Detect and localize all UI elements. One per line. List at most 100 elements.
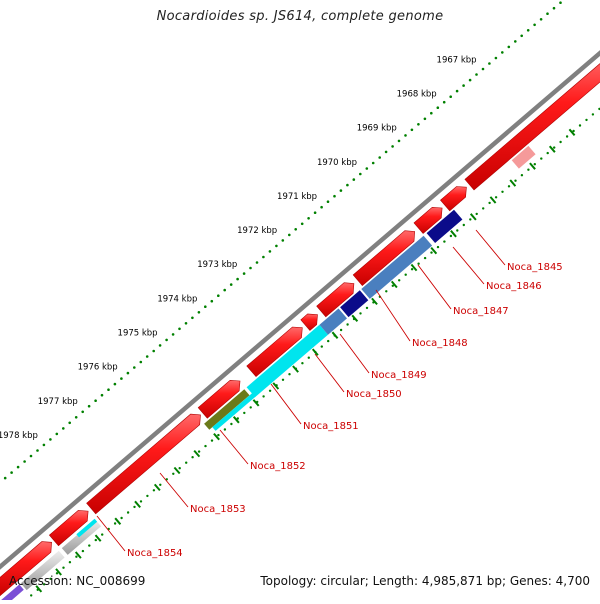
inner-track-dot	[178, 467, 181, 470]
inner-track-tick	[469, 213, 477, 221]
ruler-dot	[559, 1, 562, 4]
inner-track-dot	[430, 251, 433, 254]
ruler-dot	[371, 161, 375, 165]
ruler-dot	[533, 23, 536, 27]
ruler-dot	[346, 183, 349, 187]
gene-label: Noca_1851	[303, 421, 359, 432]
inner-track-tick	[568, 128, 576, 136]
ruler-dot	[3, 476, 7, 480]
inner-track-dot	[94, 538, 98, 542]
inner-track-tick	[311, 348, 319, 356]
ruler-dot	[145, 355, 149, 358]
inner-track-dot	[585, 118, 588, 122]
inner-track-tick	[252, 399, 260, 407]
navy-feature	[426, 209, 463, 243]
ruler-dot	[404, 134, 407, 137]
ruler-dot	[10, 471, 13, 474]
inner-track-tick	[292, 365, 299, 373]
inner-track-dot	[68, 561, 72, 564]
gene-labels-layer: Noca_1845 Noca_1846 Noca_1847 Noca_1848 Noca…	[96, 229, 563, 559]
inner-track-tick	[351, 314, 359, 322]
ruler-dot	[197, 311, 201, 314]
ruler-dot	[223, 288, 226, 292]
gene-label: Noca_1848	[412, 338, 468, 349]
ruler-dot	[507, 45, 511, 49]
ruler-dot	[300, 222, 304, 226]
ruler-dot	[68, 421, 71, 425]
ruler-dot	[126, 371, 130, 375]
inner-track-tick	[410, 263, 418, 272]
ruler-dot	[320, 205, 323, 209]
inner-track-dot	[42, 583, 46, 586]
inner-track-dot	[410, 268, 414, 271]
ruler-dot	[410, 128, 414, 132]
ruler-dot	[449, 95, 453, 98]
ruler-dot	[242, 272, 246, 275]
inner-track-tick	[509, 179, 517, 187]
ruler-label: 1970 kbp	[317, 158, 357, 168]
inner-track-dot	[553, 146, 556, 149]
ruler-dot	[275, 244, 278, 248]
inner-track-dot	[546, 151, 549, 155]
ruler-dot	[384, 150, 388, 154]
ruler-dot	[94, 399, 97, 403]
inner-track-dot	[475, 212, 478, 216]
ruler-dot	[204, 305, 207, 309]
inner-track-dot	[494, 196, 498, 199]
inner-track-tick	[272, 382, 280, 390]
inner-track-dot	[133, 505, 136, 509]
inner-track-dot	[159, 483, 162, 486]
inner-track-tick	[35, 585, 43, 593]
ruler-dot	[139, 360, 143, 364]
ruler-dot	[481, 67, 485, 71]
gene-label: Noca_1850	[346, 389, 402, 400]
inner-track-dot	[443, 240, 446, 243]
ruler-label: 1978 kbp	[0, 431, 38, 441]
inner-track-dot	[320, 345, 323, 348]
inner-track-dot	[113, 522, 117, 525]
ruler-label: 1968 kbp	[397, 90, 437, 100]
forward-cds-arrow	[440, 186, 467, 212]
inner-track-dot	[565, 135, 569, 138]
gene-label-leader	[159, 472, 189, 508]
ruler-dot	[468, 78, 472, 82]
inner-track-dot	[307, 356, 310, 359]
ruler-dot	[423, 117, 427, 121]
inner-track-dot	[520, 174, 524, 177]
inner-track-dot	[327, 339, 330, 343]
ruler-dot	[442, 100, 446, 104]
inner-track-tick	[213, 432, 220, 441]
inner-track-tick	[114, 517, 122, 525]
inner-track-tick	[232, 416, 240, 424]
gene-label: Noca_1852	[250, 461, 306, 472]
forward-cds-arrow	[197, 379, 241, 419]
inner-track-dot	[533, 163, 536, 166]
ruler-dot	[462, 84, 465, 87]
ruler-dot	[229, 283, 233, 286]
ruler-dot	[378, 156, 382, 159]
ruler-dot	[120, 377, 123, 380]
forward-cds-arrow	[0, 541, 52, 597]
ruler-dot	[113, 382, 117, 386]
inner-track-dot	[210, 439, 214, 442]
navy-feature	[340, 290, 369, 318]
inner-track-tick	[153, 483, 161, 492]
gene-label: Noca_1849	[371, 370, 427, 381]
inner-track-tick	[74, 551, 82, 559]
inner-track-dot	[152, 489, 156, 492]
inner-track-dot	[404, 273, 407, 276]
inner-track-dot	[514, 179, 517, 182]
inner-track-dot	[462, 223, 465, 227]
ruler-label: 1967 kbp	[437, 55, 477, 65]
inner-track-dot	[243, 411, 246, 415]
gene-label-leader	[96, 515, 126, 552]
ruler-label: 1974 kbp	[157, 294, 197, 304]
inner-track-tick	[173, 466, 181, 475]
cyan-feature	[212, 392, 256, 431]
genome-summary-text: Topology: circular; Length: 4,985,871 bp…	[260, 574, 590, 588]
gene-label-leader	[314, 353, 345, 393]
ruler-label: 1969 kbp	[357, 124, 397, 134]
inner-track-dot	[301, 362, 304, 365]
ruler-dot	[262, 255, 265, 259]
